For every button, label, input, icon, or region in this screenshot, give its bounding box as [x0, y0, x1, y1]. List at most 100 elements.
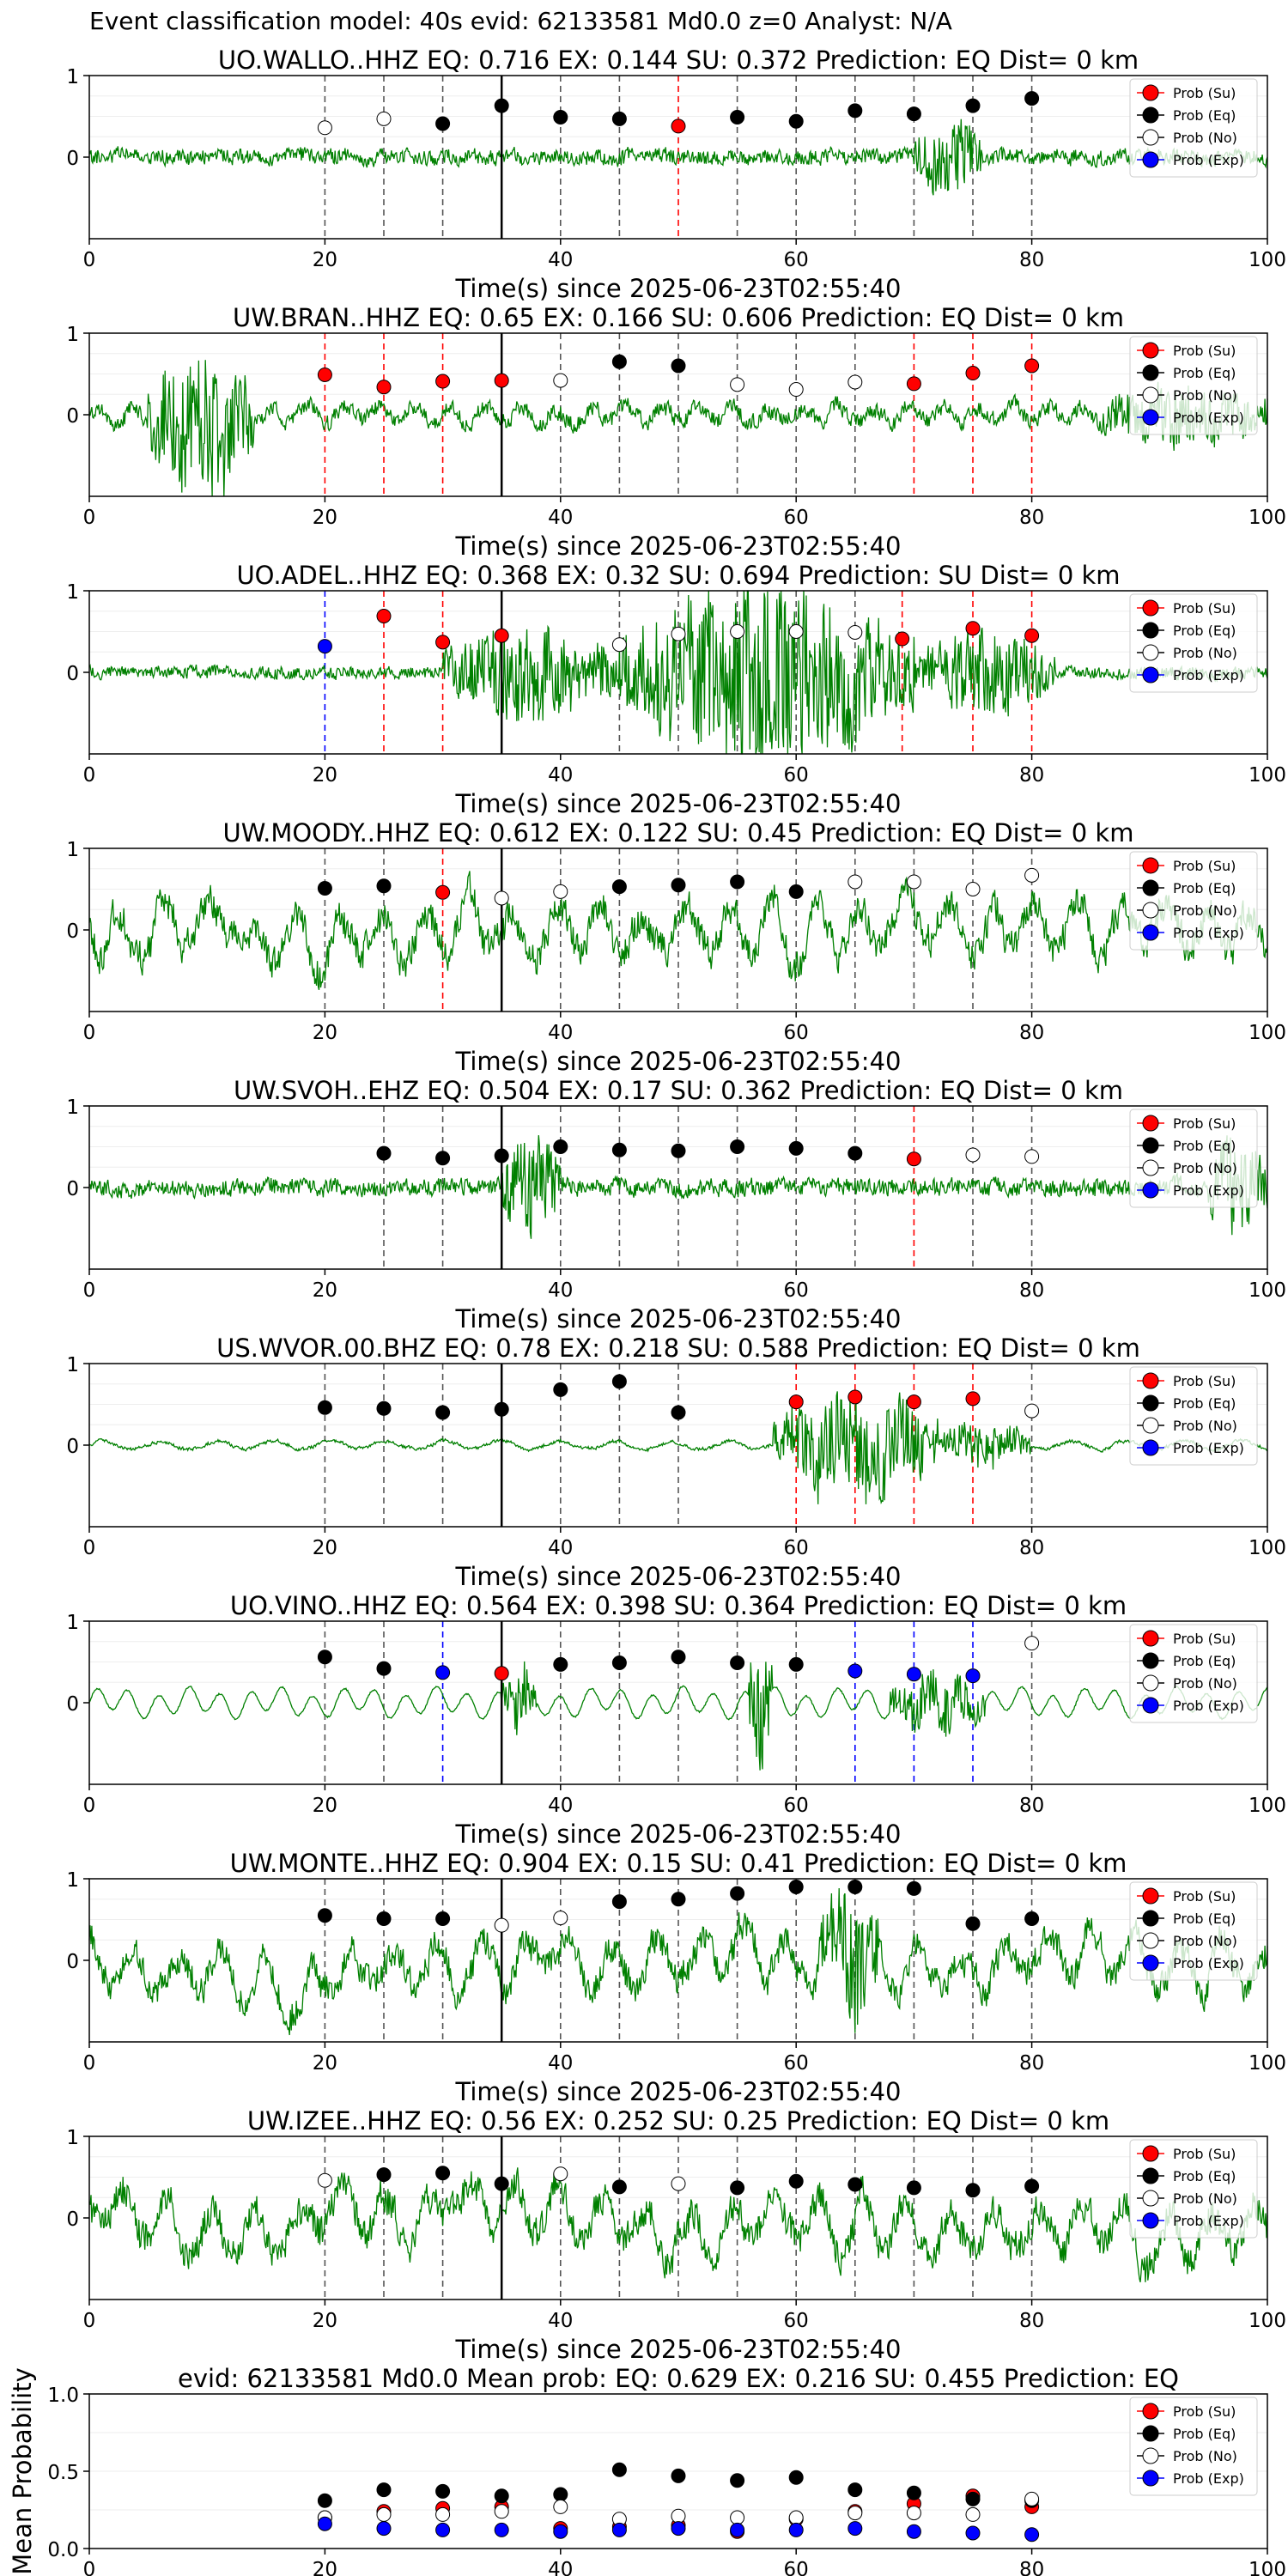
- legend-marker-no: [1142, 1159, 1159, 1176]
- legend-label-exp: Prob (Exp): [1173, 1440, 1244, 1456]
- legend-marker-eq: [1142, 1910, 1159, 1927]
- prob-marker-eq: [435, 1151, 451, 1166]
- prob-marker-su: [376, 380, 392, 395]
- x-axis-label: Time(s) since 2025-06-23T02:55:40: [455, 789, 902, 818]
- prob-marker-eq: [611, 1894, 627, 1910]
- waveform-trace: [88, 118, 1268, 196]
- legend-marker-no: [1142, 644, 1159, 661]
- y-tick-label: 0: [66, 1436, 79, 1458]
- x-tick-label: 40: [548, 2559, 573, 2576]
- legend-label-exp: Prob (Exp): [1173, 667, 1244, 683]
- mean-marker-eq: [611, 2462, 627, 2477]
- mean-marker-eq: [317, 2493, 332, 2508]
- prob-marker-eq: [553, 109, 568, 125]
- mean-marker-eq: [435, 2483, 451, 2499]
- x-axis-label: Time(s) since 2025-06-23T02:55:40: [455, 1562, 902, 1591]
- panel-svg: evid: 62133581 Md0.0 Mean prob: EQ: 0.62…: [8, 2364, 1286, 2576]
- mean-marker-no: [965, 2506, 981, 2522]
- prob-marker-eq: [376, 1400, 392, 1416]
- axes-frame: [88, 75, 1268, 240]
- prob-marker-eq: [553, 1656, 568, 1672]
- prob-marker-no: [317, 120, 332, 136]
- legend-marker-exp: [1142, 409, 1159, 426]
- prob-marker-eq: [730, 1655, 745, 1670]
- prob-marker-eq: [788, 113, 804, 129]
- y-tick-label: 0: [66, 663, 79, 685]
- x-tick-label: 0: [83, 2052, 96, 2075]
- legend-marker-exp: [1142, 2212, 1159, 2229]
- prob-marker-eq: [965, 1916, 981, 1931]
- prob-marker-no: [965, 882, 981, 896]
- x-tick-label: 20: [313, 2310, 337, 2332]
- x-axis-label: Time(s) since 2025-06-23T02:55:40: [455, 2077, 902, 2106]
- y-tick-label: 0: [66, 920, 79, 943]
- prob-marker-no: [788, 624, 804, 639]
- legend-label-exp: Prob (Exp): [1173, 1698, 1244, 1714]
- x-tick-label: 20: [313, 764, 337, 787]
- legend-marker-eq: [1142, 364, 1159, 381]
- prob-marker-su: [317, 367, 332, 382]
- prob-marker-eq: [611, 1374, 627, 1389]
- figure-title: Event classification model: 40s evid: 62…: [89, 7, 952, 35]
- station-panel: UW.SVOH..EHZ EQ: 0.504 EX: 0.17 SU: 0.36…: [0, 1030, 1288, 1334]
- x-tick-label: 80: [1019, 1537, 1044, 1559]
- prob-marker-eq: [730, 2180, 745, 2196]
- prob-marker-su: [494, 628, 509, 643]
- station-panel: UW.IZEE..HHZ EQ: 0.56 EX: 0.252 SU: 0.25…: [0, 2061, 1288, 2364]
- prob-marker-eq: [1024, 1911, 1040, 1927]
- legend-label-su: Prob (Su): [1173, 858, 1236, 874]
- prob-marker-eq: [611, 1655, 627, 1670]
- prob-marker-eq: [435, 1911, 451, 1927]
- legend-marker-eq: [1142, 1137, 1159, 1154]
- prob-marker-eq: [730, 874, 745, 890]
- x-tick-label: 80: [1019, 764, 1044, 787]
- x-tick-label: 80: [1019, 1795, 1044, 1817]
- y-tick-label: 1: [66, 581, 79, 604]
- legend-label-exp: Prob (Exp): [1173, 2470, 1244, 2487]
- station-panel: UW.MONTE..HHZ EQ: 0.904 EX: 0.15 SU: 0.4…: [0, 1803, 1288, 2106]
- x-tick-label: 80: [1019, 507, 1044, 529]
- prob-marker-eq: [788, 1880, 804, 1894]
- prob-marker-eq: [730, 1139, 745, 1154]
- x-tick-label: 40: [548, 1795, 573, 1817]
- prob-marker-eq: [376, 1661, 392, 1676]
- legend-label-su: Prob (Su): [1173, 600, 1236, 617]
- prob-marker-eq: [848, 103, 863, 118]
- mean-marker-no: [376, 2506, 392, 2522]
- legend-marker-exp: [1142, 2470, 1159, 2487]
- mean-marker-eq: [376, 2482, 392, 2498]
- legend-label-eq: Prob (Eq): [1173, 1138, 1236, 1154]
- prob-marker-eq: [317, 1908, 332, 1923]
- x-tick-label: 80: [1019, 1279, 1044, 1302]
- mean-marker-no: [494, 2504, 509, 2519]
- axes-frame: [88, 1105, 1268, 1270]
- y-tick-label: 1: [66, 1097, 79, 1119]
- legend-label-no: Prob (No): [1173, 1675, 1237, 1692]
- prob-marker-eq: [553, 1382, 568, 1397]
- mean-probability-panel: evid: 62133581 Md0.0 Mean prob: EQ: 0.62…: [0, 2318, 1288, 2576]
- legend-label-su: Prob (Su): [1173, 1888, 1236, 1905]
- axes-frame: [88, 590, 1268, 755]
- legend-label-eq: Prob (Eq): [1173, 1395, 1236, 1412]
- x-tick-label: 60: [784, 507, 809, 529]
- x-tick-label: 60: [784, 2559, 809, 2576]
- x-tick-label: 20: [313, 507, 337, 529]
- waveform-trace: [88, 1390, 1268, 1504]
- x-tick-label: 0: [83, 2310, 96, 2332]
- legend-box: [1129, 1109, 1258, 1208]
- prob-marker-eq: [611, 879, 627, 895]
- panel-title: UW.BRAN..HHZ EQ: 0.65 EX: 0.166 SU: 0.60…: [233, 303, 1124, 332]
- prob-marker-no: [730, 624, 745, 639]
- x-tick-label: 40: [548, 249, 573, 271]
- prob-marker-su: [906, 1394, 921, 1410]
- prob-marker-eq: [494, 98, 509, 113]
- legend-marker-su: [1142, 1630, 1159, 1647]
- legend-label-eq: Prob (Eq): [1173, 2168, 1236, 2184]
- prob-marker-eq: [376, 1145, 392, 1161]
- x-tick-label: 40: [548, 2052, 573, 2075]
- prob-marker-eq: [788, 884, 804, 899]
- prob-marker-exp: [435, 1665, 451, 1680]
- prob-marker-no: [1024, 1403, 1040, 1419]
- x-tick-label: 40: [548, 1279, 573, 1302]
- prob-marker-exp: [317, 639, 332, 654]
